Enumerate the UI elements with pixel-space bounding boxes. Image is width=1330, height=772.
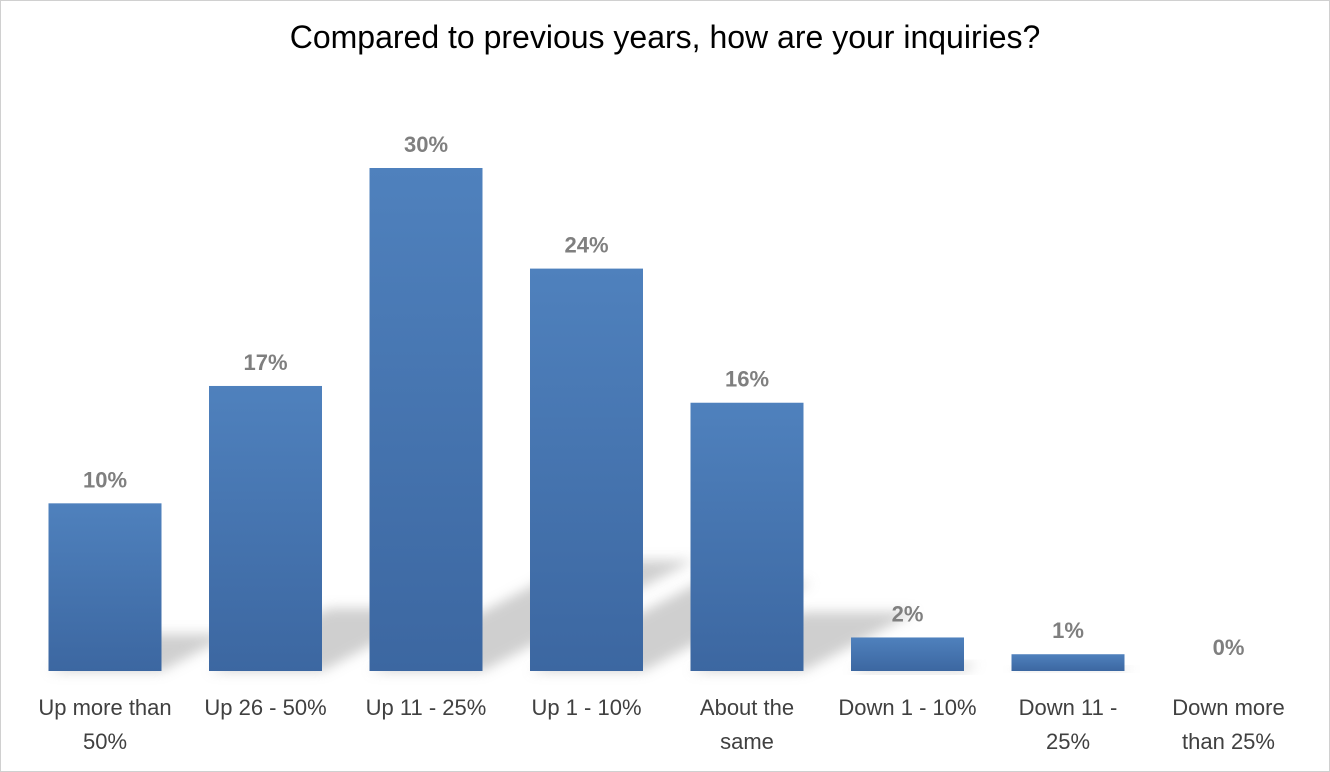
- bar: [369, 168, 483, 671]
- category-label: About the same: [700, 695, 794, 754]
- category-label-line: Down 1 - 10%: [838, 695, 976, 720]
- value-labels: 10% 17% 30% 24% 16% 2% 1% 0%: [83, 132, 1244, 660]
- bar-value-label: 24%: [564, 233, 608, 258]
- category-label: Up 26 - 50%: [204, 695, 326, 720]
- category-label-line: Up 11 - 25%: [366, 695, 487, 720]
- category-label-line: Up 1 - 10%: [531, 695, 641, 720]
- category-label-line: Down 11 -: [1019, 695, 1118, 720]
- category-label: Up 1 - 10%: [531, 695, 641, 720]
- category-label-line: 25%: [1046, 729, 1090, 754]
- category-label: Down more than 25%: [1172, 695, 1284, 754]
- bar: [48, 503, 162, 671]
- bar-value-label: 0%: [1213, 635, 1245, 660]
- bar: [690, 402, 804, 671]
- category-label-line: 50%: [83, 729, 127, 754]
- category-label-line: than 25%: [1182, 729, 1275, 754]
- category-label-line: Up 26 - 50%: [204, 695, 326, 720]
- bar-value-label: 10%: [83, 467, 127, 492]
- bar: [209, 385, 322, 671]
- bar-value-label: 16%: [725, 367, 769, 392]
- category-label-line: About the: [700, 695, 794, 720]
- category-label-line: Up more than: [38, 695, 171, 720]
- category-label: Down 11 - 25%: [1019, 695, 1118, 754]
- chart-title: Compared to previous years, how are your…: [289, 19, 1041, 55]
- bar: [1011, 654, 1125, 671]
- category-label: Up more than 50%: [38, 695, 171, 754]
- bar-value-label: 30%: [404, 132, 448, 157]
- bar-value-label: 17%: [243, 350, 287, 375]
- bar: [851, 637, 964, 671]
- category-labels: Up more than 50% Up 26 - 50% Up 11 - 25% Up …: [38, 695, 1284, 754]
- category-label-line: same: [720, 729, 774, 754]
- category-label: Up 11 - 25%: [366, 695, 487, 720]
- bar-value-label: 2%: [892, 601, 924, 626]
- bars: [48, 168, 1125, 671]
- category-label-line: Down more: [1172, 695, 1284, 720]
- bar: [530, 268, 643, 671]
- category-label: Down 1 - 10%: [838, 695, 976, 720]
- bar-value-label: 1%: [1052, 618, 1084, 643]
